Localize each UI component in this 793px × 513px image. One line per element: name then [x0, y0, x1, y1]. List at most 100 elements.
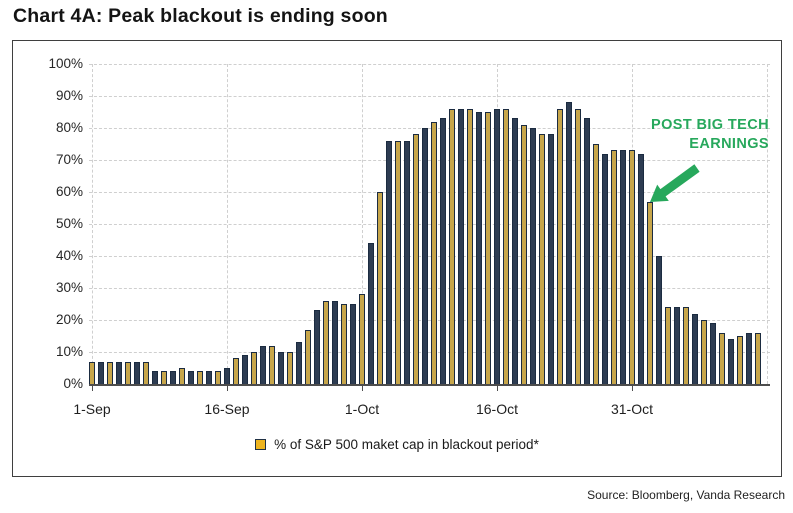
- bar: [188, 371, 194, 384]
- x-tick: [497, 386, 498, 391]
- y-tick-label: 20%: [55, 312, 83, 327]
- bar: [692, 314, 698, 384]
- bar: [170, 371, 176, 384]
- legend: % of S&P 500 maket cap in blackout perio…: [13, 437, 781, 452]
- bar: [215, 371, 221, 384]
- bar: [611, 150, 617, 384]
- bar: [575, 109, 581, 384]
- bar: [746, 333, 752, 384]
- x-tick-label: 1-Oct: [344, 401, 380, 417]
- y-tick-label: 80%: [55, 120, 83, 135]
- bar: [305, 330, 311, 384]
- annotation-line1: POST BIG TECH: [651, 117, 769, 133]
- bar: [503, 109, 509, 384]
- v-gridline: [227, 64, 228, 384]
- bar: [683, 307, 689, 384]
- bar: [656, 256, 662, 384]
- h-gridline: [89, 160, 770, 161]
- h-gridline: [89, 288, 770, 289]
- v-gridline: [92, 64, 93, 384]
- bar: [539, 134, 545, 384]
- h-gridline: [89, 64, 770, 65]
- bar: [602, 154, 608, 384]
- legend-label: % of S&P 500 maket cap in blackout perio…: [274, 437, 539, 452]
- bar: [269, 346, 275, 384]
- bar: [314, 310, 320, 384]
- plot-area: [89, 64, 770, 386]
- bar: [251, 352, 257, 384]
- bar: [350, 304, 356, 384]
- bar: [665, 307, 671, 384]
- annotation-line2: EARNINGS: [689, 136, 769, 153]
- bar: [233, 358, 239, 384]
- y-tick-label: 0%: [63, 376, 83, 391]
- bar: [494, 109, 500, 384]
- bar: [422, 128, 428, 384]
- bar: [512, 118, 518, 384]
- bar: [179, 368, 185, 384]
- x-tick-label: 31-Oct: [610, 401, 653, 417]
- y-tick-label: 70%: [55, 152, 83, 167]
- bar: [413, 134, 419, 384]
- bar: [485, 112, 491, 384]
- x-tick: [632, 386, 633, 391]
- source-credit: Source: Bloomberg, Vanda Research: [587, 488, 785, 502]
- green-arrow-icon: [650, 164, 700, 202]
- bar: [566, 102, 572, 384]
- y-tick-label: 90%: [55, 88, 83, 103]
- bar: [323, 301, 329, 384]
- h-gridline: [89, 352, 770, 353]
- h-gridline: [89, 192, 770, 193]
- bar: [719, 333, 725, 384]
- bar: [296, 342, 302, 384]
- x-tick: [92, 386, 93, 391]
- bar: [116, 362, 122, 384]
- bar: [89, 362, 95, 384]
- bar: [620, 150, 626, 384]
- bar: [332, 301, 338, 384]
- v-gridline: [767, 64, 768, 384]
- bar: [440, 118, 446, 384]
- bar: [260, 346, 266, 384]
- bar: [638, 154, 644, 384]
- bar: [386, 141, 392, 384]
- bar: [710, 323, 716, 384]
- x-tick-label: 16-Oct: [475, 401, 518, 417]
- bar: [161, 371, 167, 384]
- y-tick-label: 100%: [48, 56, 83, 71]
- bar: [368, 243, 374, 384]
- bar: [755, 333, 761, 384]
- bar: [431, 122, 437, 384]
- bar: [395, 141, 401, 384]
- bar: [629, 150, 635, 384]
- bar: [152, 371, 158, 384]
- bar: [530, 128, 536, 384]
- bar: [359, 294, 365, 384]
- bar: [674, 307, 680, 384]
- legend-swatch-icon: [255, 439, 267, 450]
- bar: [647, 202, 653, 384]
- bar: [242, 355, 248, 384]
- x-tick: [362, 386, 363, 391]
- y-tick-label: 30%: [55, 280, 83, 295]
- y-tick-label: 40%: [55, 248, 83, 263]
- x-tick-label: 16-Sep: [204, 401, 250, 417]
- bar: [107, 362, 113, 384]
- bar: [449, 109, 455, 384]
- annotation-post-big-tech-earnings: POST BIG TECH EARNINGS: [651, 116, 769, 154]
- bar: [134, 362, 140, 384]
- y-tick-label: 50%: [55, 216, 83, 231]
- bar: [206, 371, 212, 384]
- bar: [224, 368, 230, 384]
- bar: [476, 112, 482, 384]
- bar: [557, 109, 563, 384]
- bar: [278, 352, 284, 384]
- chart-frame: 0% 10% 20% 30% 40% 50% 60% 70% 80% 90% 100% 1-Sep 1…: [12, 40, 782, 477]
- bar: [377, 192, 383, 384]
- bar: [548, 134, 554, 384]
- bar: [467, 109, 473, 384]
- h-gridline: [89, 96, 770, 97]
- h-gridline: [89, 128, 770, 129]
- x-tick: [227, 386, 228, 391]
